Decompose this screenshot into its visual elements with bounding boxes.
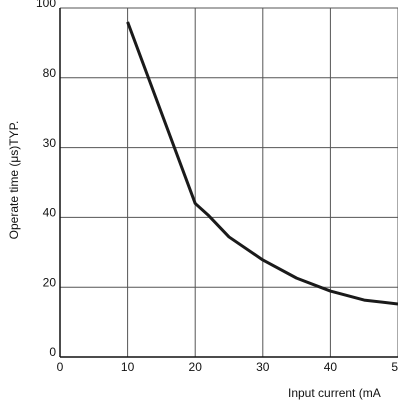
y-tick-label: 40 <box>43 206 57 220</box>
y-tick-label: 100 <box>36 0 56 10</box>
x-tick-label: 0 <box>57 360 64 374</box>
x-tick-label: 10 <box>121 360 135 374</box>
y-tick-label: 30 <box>43 136 57 150</box>
x-tick-label: 30 <box>256 360 270 374</box>
y-tick-label: 80 <box>43 66 57 80</box>
y-tick-label: 0 <box>49 345 56 359</box>
x-tick-label: 50 <box>391 360 398 374</box>
y-axis-title: Operate time (μs)TYP. <box>7 121 21 240</box>
x-tick-label: 40 <box>324 360 338 374</box>
y-tick-label: 20 <box>43 275 57 289</box>
x-axis-title: Input current (mA <box>288 386 381 400</box>
x-tick-label: 20 <box>189 360 203 374</box>
data-line <box>126 21 398 306</box>
